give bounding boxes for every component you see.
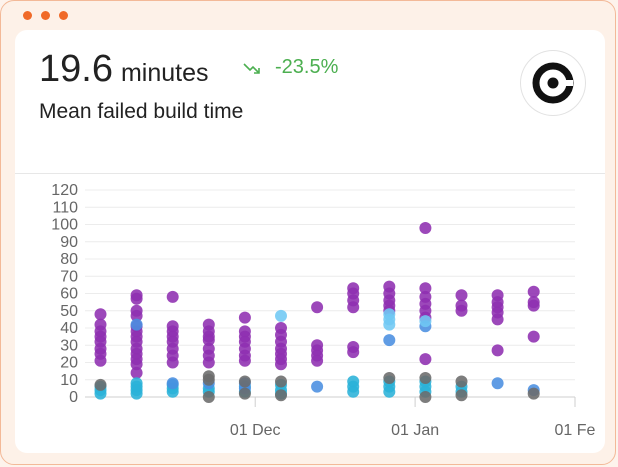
data-point[interactable] <box>311 354 324 367</box>
data-point[interactable] <box>275 358 287 371</box>
y-tick-label: 10 <box>60 372 78 389</box>
data-point[interactable] <box>94 308 107 321</box>
insight-card: 19.6 minutes -23.5% Mean failed build ti… <box>15 30 605 453</box>
y-tick-label: 60 <box>60 286 78 303</box>
data-point[interactable] <box>275 389 287 402</box>
data-point[interactable] <box>455 389 468 402</box>
y-tick-label: 120 <box>51 182 78 199</box>
chart-points <box>94 222 540 403</box>
x-tick-label: 01 Jan <box>391 422 439 439</box>
data-point[interactable] <box>311 301 324 314</box>
data-point[interactable] <box>419 222 432 234</box>
data-point[interactable] <box>491 344 504 357</box>
y-tick-label: 30 <box>60 337 78 354</box>
data-point[interactable] <box>166 377 179 390</box>
circleci-logo <box>521 51 585 115</box>
data-point[interactable] <box>238 354 251 367</box>
y-tick-label: 80 <box>60 251 78 268</box>
data-point[interactable] <box>383 385 396 398</box>
data-point[interactable] <box>347 346 360 359</box>
data-point[interactable] <box>130 358 143 371</box>
y-tick-label: 20 <box>60 355 78 372</box>
data-point[interactable] <box>238 387 251 400</box>
x-tick-label: 01 Dec <box>230 422 281 439</box>
metric-unit: minutes <box>120 59 209 87</box>
data-point[interactable] <box>130 318 143 331</box>
data-point[interactable] <box>166 385 179 398</box>
data-point[interactable] <box>419 282 432 295</box>
data-point[interactable] <box>347 385 360 398</box>
data-point[interactable] <box>130 309 143 322</box>
data-point[interactable] <box>527 299 540 312</box>
data-point[interactable] <box>491 313 504 326</box>
y-tick-label: 40 <box>60 320 78 337</box>
data-point[interactable] <box>347 301 360 314</box>
card-header: 19.6 minutes -23.5% Mean failed build ti… <box>15 30 605 174</box>
data-point[interactable] <box>455 375 468 388</box>
data-point[interactable] <box>275 375 287 388</box>
trend-indicator: -23.5% <box>243 56 338 79</box>
window-dot-icon[interactable] <box>41 11 50 20</box>
data-point[interactable] <box>94 387 107 400</box>
window-dot-icon[interactable] <box>23 11 32 20</box>
trend-value: -23.5% <box>275 56 339 78</box>
data-point[interactable] <box>311 380 324 393</box>
data-point[interactable] <box>130 366 143 379</box>
metric-value: 19.6 <box>39 48 113 90</box>
data-point[interactable] <box>202 334 215 347</box>
y-tick-label: 0 <box>69 389 78 406</box>
metric-summary: 19.6 minutes <box>39 48 209 91</box>
data-point[interactable] <box>166 290 179 303</box>
data-point[interactable] <box>238 375 251 388</box>
data-point[interactable] <box>527 387 540 400</box>
data-point[interactable] <box>455 289 468 302</box>
y-tick-label: 110 <box>52 199 78 216</box>
data-point[interactable] <box>94 378 107 391</box>
data-point[interactable] <box>94 354 107 367</box>
data-point[interactable] <box>527 285 540 298</box>
y-tick-label: 70 <box>60 268 78 285</box>
metric-label: Mean failed build time <box>39 100 244 123</box>
window-controls <box>23 11 68 20</box>
data-point[interactable] <box>202 356 215 369</box>
data-point[interactable] <box>130 292 143 305</box>
data-point[interactable] <box>166 356 179 369</box>
x-axis-ticks: 01 Dec 01 Jan 01 Fe <box>230 397 596 439</box>
x-tick-label: 01 Fe <box>555 422 596 439</box>
chart-grid <box>85 189 575 398</box>
data-point[interactable] <box>419 353 432 366</box>
data-point[interactable] <box>275 309 287 322</box>
data-point[interactable] <box>383 318 396 331</box>
data-point[interactable] <box>383 372 396 384</box>
data-point[interactable] <box>383 334 396 347</box>
data-point[interactable] <box>419 391 432 403</box>
y-tick-label: 50 <box>60 303 78 320</box>
data-point[interactable] <box>527 330 540 343</box>
data-point[interactable] <box>419 315 432 328</box>
data-point[interactable] <box>455 304 468 317</box>
data-point[interactable] <box>202 391 215 403</box>
trend-down-icon <box>243 62 260 74</box>
data-point[interactable] <box>238 311 251 324</box>
circleci-logo-icon <box>532 62 574 104</box>
data-point[interactable] <box>202 373 215 386</box>
y-tick-label: 100 <box>51 217 78 234</box>
data-point[interactable] <box>491 377 504 390</box>
data-point[interactable] <box>130 387 143 400</box>
window-dot-icon[interactable] <box>59 11 68 20</box>
y-tick-label: 90 <box>60 234 78 251</box>
data-point[interactable] <box>419 372 432 384</box>
